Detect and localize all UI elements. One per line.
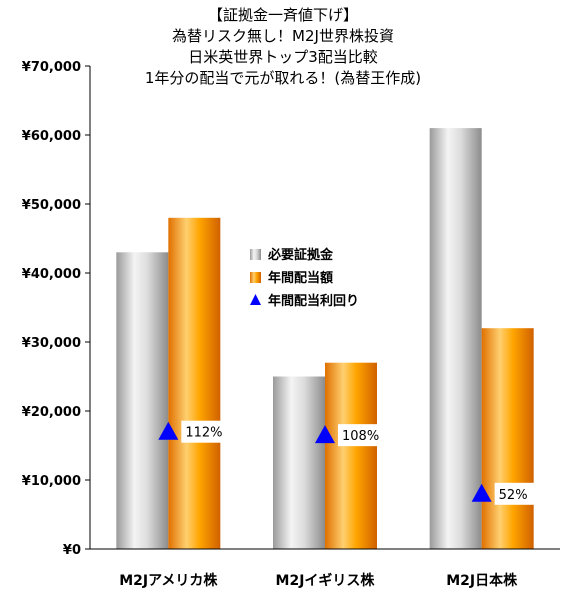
yield-markers: 112% 108% 52% xyxy=(158,420,543,505)
yield-label: 52% xyxy=(499,488,528,503)
legend-label-yield: 年間配当利回り xyxy=(268,293,359,309)
x-tick-label: M2J日本株 xyxy=(446,572,518,589)
bar-dividend xyxy=(325,362,377,549)
legend-label-margin: 必要証拠金 xyxy=(267,247,334,263)
yield-marker xyxy=(471,483,492,502)
yield-label-bg xyxy=(181,420,230,443)
y-tick-label: ¥30,000 xyxy=(22,336,81,351)
title-line-4: 1年分の配当で元が取れる！(為替王作成) xyxy=(145,69,421,87)
yield-marker xyxy=(158,421,179,440)
y-tick-label: ¥70,000 xyxy=(22,60,81,75)
bar-margin xyxy=(429,128,482,549)
yield-marker xyxy=(315,425,335,444)
bar-margin xyxy=(273,376,325,549)
legend-swatch-dividend xyxy=(250,272,261,283)
bar-dividend xyxy=(481,328,534,549)
bar-margin xyxy=(116,252,169,550)
y-axis: ¥0 ¥10,000 ¥20,000 ¥30,000 ¥40,000 ¥50,000 ¥60… xyxy=(22,60,91,558)
title-line-3: 日米英世界トップ3配当比較 xyxy=(188,48,378,66)
y-tick-label: ¥60,000 xyxy=(22,129,81,144)
bar-dividend xyxy=(168,217,221,550)
yield-label-bg xyxy=(494,482,543,505)
legend-label-dividend: 年間配当額 xyxy=(268,270,333,286)
bars xyxy=(116,128,534,550)
y-tick-label: ¥50,000 xyxy=(22,198,81,213)
yield-label: 112% xyxy=(185,426,222,441)
yield-label: 108% xyxy=(342,429,379,444)
title-line-1: 【証拠金一斉値下げ】 xyxy=(208,6,358,24)
x-axis: M2Jアメリカ株 M2Jイギリス株 M2J日本株 xyxy=(90,548,560,589)
x-tick-label: M2Jアメリカ株 xyxy=(119,572,218,589)
legend: 必要証拠金 年間配当額 年間配当利回り xyxy=(240,240,405,318)
legend-swatch-yield xyxy=(250,294,261,305)
y-tick-label: ¥0 xyxy=(63,543,81,558)
y-tick-label: ¥10,000 xyxy=(22,474,81,489)
y-tick-label: ¥20,000 xyxy=(22,405,81,420)
yield-label-bg xyxy=(338,424,386,447)
legend-swatch-margin xyxy=(250,249,261,260)
title-line-2: 為替リスク無し！M2J世界株投資 xyxy=(172,27,394,45)
x-tick-label: M2Jイギリス株 xyxy=(276,572,376,589)
y-tick-label: ¥40,000 xyxy=(22,267,81,282)
legend-box xyxy=(240,240,405,318)
